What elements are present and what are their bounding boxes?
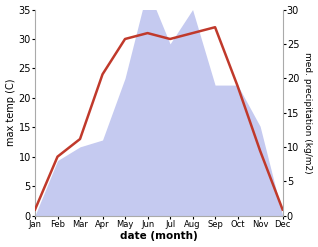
Y-axis label: max temp (C): max temp (C) xyxy=(5,79,16,146)
Y-axis label: med. precipitation (kg/m2): med. precipitation (kg/m2) xyxy=(303,52,313,173)
X-axis label: date (month): date (month) xyxy=(120,231,198,242)
